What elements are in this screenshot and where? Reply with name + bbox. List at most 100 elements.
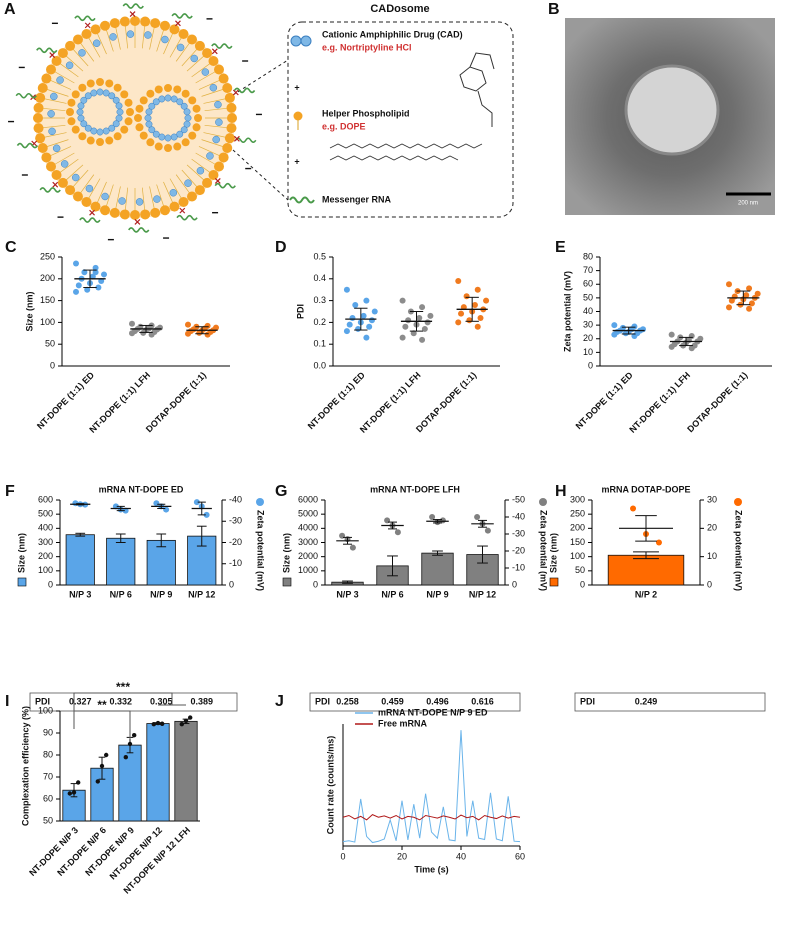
axis-label: Size (nm) (548, 533, 558, 573)
tick-label: 10 (707, 551, 717, 561)
cad (212, 135, 220, 144)
lipid-tail (191, 61, 213, 78)
lipid-tail (181, 169, 199, 189)
lipid-head (218, 152, 229, 163)
point (630, 505, 637, 512)
point (746, 285, 753, 292)
point (631, 333, 638, 340)
particle (624, 64, 720, 156)
tick-label: 60 (43, 793, 53, 803)
axis-label: Time (s) (414, 864, 448, 874)
point (71, 790, 77, 795)
point (92, 264, 99, 271)
point (439, 517, 446, 524)
table-cell: 0.459 (381, 696, 404, 706)
point (196, 329, 203, 336)
tick-label: 70 (583, 265, 593, 275)
lipid-tail (169, 35, 183, 58)
lipid-tail (96, 181, 107, 205)
tick-label: 150 (40, 295, 55, 305)
lipid-head (120, 125, 129, 134)
cad (144, 31, 152, 39)
tick-label: 0.1 (313, 339, 326, 349)
point (421, 325, 428, 332)
lipid-head (134, 114, 142, 122)
mrna (16, 142, 39, 149)
x-tick-label: NT-DOPE N/P 6 (55, 825, 108, 878)
bar (146, 723, 170, 822)
x-tick-label: N/P 6 (381, 589, 403, 599)
cad (112, 96, 120, 104)
point (123, 755, 128, 760)
lipid-head (71, 90, 80, 99)
lipid-head (37, 142, 48, 153)
point (424, 319, 431, 326)
cad (115, 102, 123, 110)
lipid-head (126, 108, 134, 116)
legend-swatch (17, 577, 27, 587)
chart-title: mRNA NT-DOPE LFH (370, 484, 460, 494)
cad (164, 94, 172, 102)
lipid-head (37, 83, 48, 94)
cad (65, 61, 74, 70)
x-tick-label: NT-DOPE (1:1) LFH (87, 370, 152, 435)
lipid-head (224, 133, 235, 144)
point (668, 343, 675, 350)
lipid-tail (181, 47, 199, 67)
lipid-head (78, 132, 87, 141)
lipid-tail (114, 186, 121, 211)
tick-label: 60 (515, 851, 525, 861)
tick-label: 50 (43, 815, 53, 825)
x-tick-label: DOTAP-DOPE (1:1) (144, 370, 208, 434)
cad (135, 198, 144, 206)
cad (190, 54, 199, 63)
cad (77, 102, 85, 110)
cad (90, 127, 98, 135)
point (371, 308, 378, 315)
x-tick-label: N/P 3 (336, 589, 358, 599)
lipid-tail (195, 152, 218, 166)
mrna (235, 137, 257, 144)
legend-swatch (734, 498, 742, 506)
lipid-head (71, 125, 80, 134)
axis-label: Zeta potential (mV) (256, 510, 266, 591)
lipid-head (169, 201, 180, 212)
lipid-tail (40, 124, 66, 129)
point (204, 331, 211, 338)
lipid-tail (42, 97, 67, 104)
cad (148, 102, 156, 110)
cad (85, 184, 94, 193)
lipid-tail (163, 181, 174, 205)
lipid-tail (87, 35, 101, 58)
point (132, 733, 137, 738)
tick-label: 0 (707, 579, 712, 589)
point (363, 334, 370, 341)
lipid-tail (64, 164, 84, 182)
lipid-head (159, 20, 170, 31)
cad-icon (290, 35, 302, 47)
tick-label: 6000 (298, 494, 318, 504)
mrna (171, 13, 193, 19)
lipid-tail (201, 88, 226, 97)
point (419, 336, 426, 343)
lipid-head (57, 177, 68, 188)
item-label: Cationic Amphiphilic Drug (CAD) (322, 29, 463, 39)
table-cell: 0.327 (69, 696, 92, 706)
point (746, 305, 753, 312)
lipid-head (124, 98, 133, 107)
table-cell: 0.305 (150, 696, 173, 706)
panel-letter: H (555, 483, 567, 500)
tick-label: 100 (38, 705, 53, 715)
tick-label: 70 (43, 771, 53, 781)
charge (211, 48, 218, 55)
point (368, 317, 375, 324)
cad (164, 134, 172, 142)
cad (50, 92, 58, 101)
lipid-head (224, 92, 235, 103)
lipid-head (181, 138, 190, 147)
cad (102, 89, 110, 97)
lipid-head (41, 152, 52, 163)
lipid-tail (175, 40, 192, 62)
structure-dope (329, 143, 483, 161)
x-tick-label: N/P 9 (150, 589, 172, 599)
